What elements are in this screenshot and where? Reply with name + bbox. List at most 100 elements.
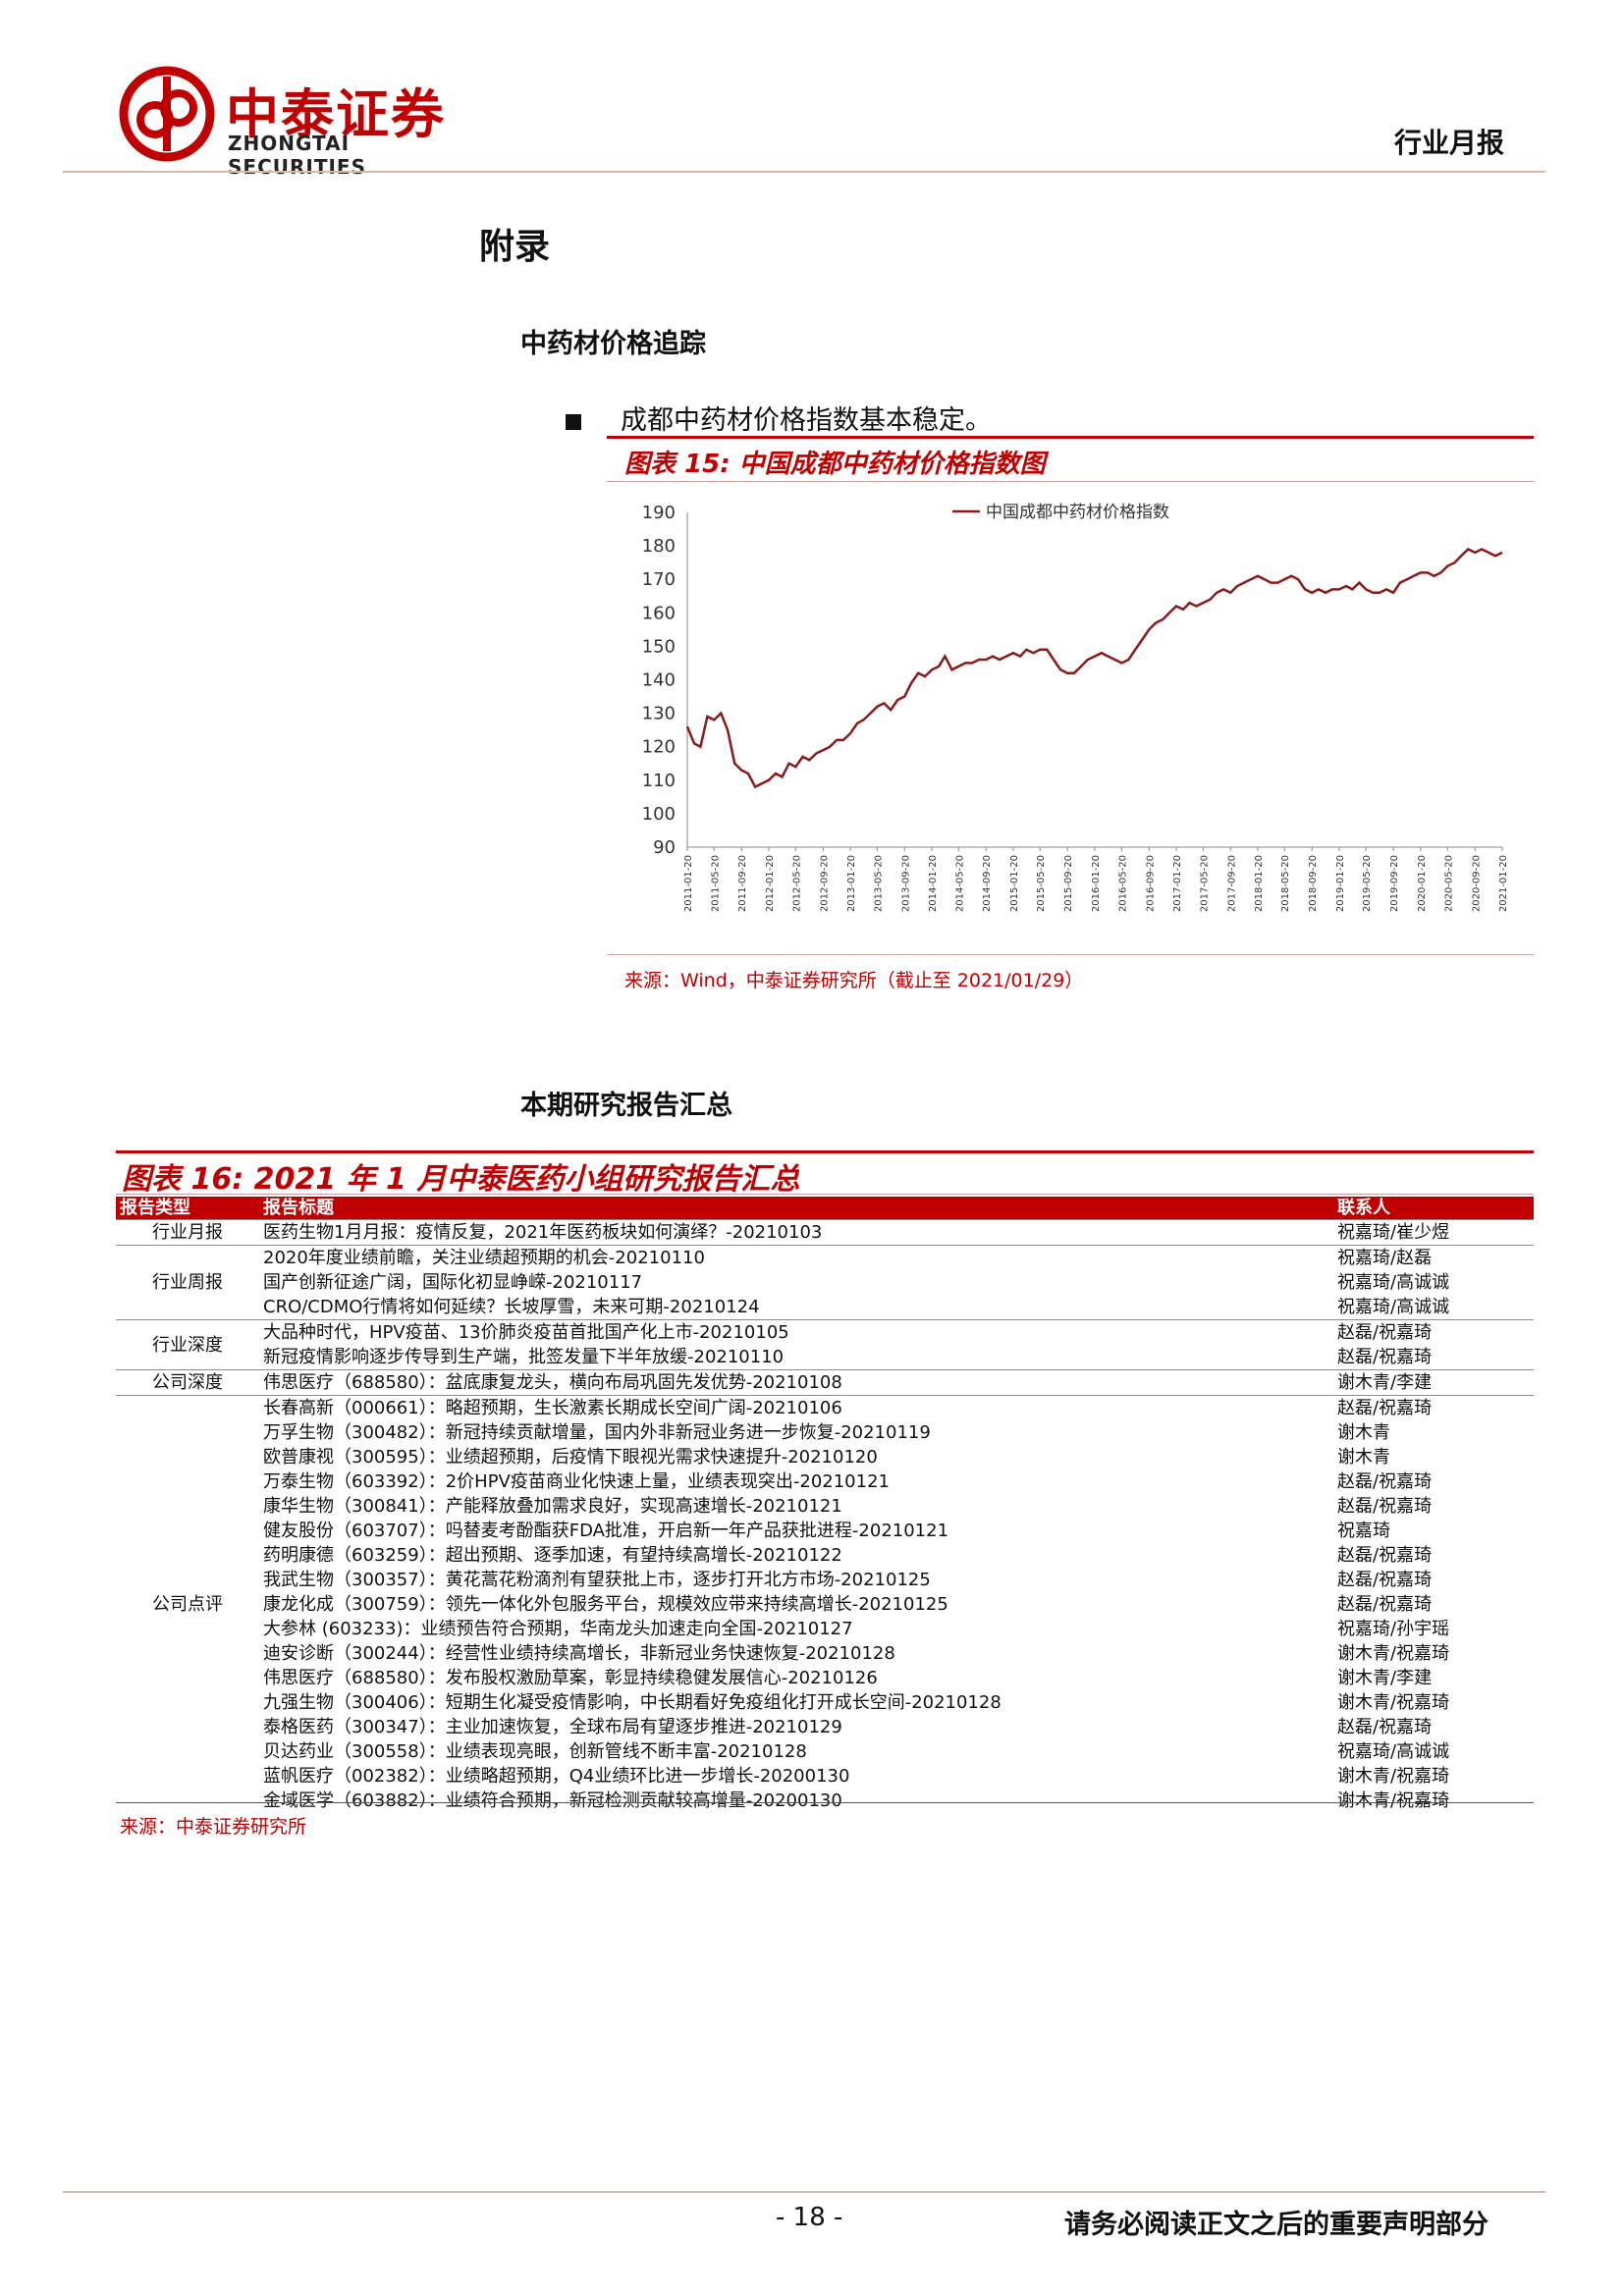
logo-en-text: ZHONGTAI SECURITIES — [228, 132, 366, 179]
report-title-cell: 贝达药业（300558）：业绩表现亮眼，创新管线不断丰富-20210128 — [263, 1741, 807, 1762]
report-title-cell: 国产创新征途广阔，国际化初显峥嵘-20210117 — [263, 1272, 643, 1293]
report-title-cell: 迪安诊断（300244）：经营性业绩持续高增长，非新冠业务快速恢复-202101… — [263, 1643, 895, 1664]
table-row: 万孚生物（300482）：新冠持续贡献增量，国内外非新冠业务进一步恢复-2021… — [116, 1420, 1534, 1445]
report-title-cell: 健友股份（603707）：吗替麦考酚酯获FDA批准，开启新一年产品获批进程-20… — [263, 1521, 949, 1541]
report-title-cell: 长春高新（000661）：略超预期，生长激素长期成长空间广阔-20210106 — [259, 1395, 1333, 1420]
x-tick-label: 2019-05-20 — [1362, 855, 1373, 912]
table-row: 迪安诊断（300244）：经营性业绩持续高增长，非新冠业务快速恢复-202101… — [116, 1641, 1534, 1666]
footer-rule — [63, 2191, 1545, 2193]
table-row: 公司点评 长春高新（000661）：略超预期，生长激素长期成长空间广阔-20210… — [116, 1395, 1534, 1813]
table-row: 伟思医疗（688580）：发布股权激励草案，彰显持续稳健发展信心-2021012… — [116, 1666, 1534, 1690]
x-tick-label: 2011-01-20 — [683, 855, 694, 912]
footer-disclaimer: 请务必阅读正文之后的重要声明部分 — [1064, 2210, 1489, 2240]
report-contact-cell: 谢木青/李建 — [1337, 1668, 1433, 1688]
x-tick-label: 2017-01-20 — [1172, 855, 1183, 912]
x-tick-label: 2020-01-20 — [1417, 855, 1428, 912]
report-contact-cell: 谢木青/祝嘉琦 — [1337, 1692, 1450, 1713]
report-contact-cell: 祝嘉琦/孙宇瑶 — [1337, 1619, 1450, 1639]
logo-mark-icon — [119, 66, 215, 162]
report-type-cell: 行业周报 — [116, 1245, 259, 1320]
figure16-title: 图表 16: 2021 年 1 月中泰医药小组研究报告汇总 — [122, 1162, 800, 1197]
report-type-cell: 行业深度 — [116, 1319, 259, 1370]
y-tick-label: 110 — [642, 771, 676, 791]
report-contact-cell: 赵磊/祝嘉琦 — [1337, 1471, 1433, 1492]
y-tick-label: 120 — [642, 737, 676, 758]
figure16-top-rule — [116, 1150, 1534, 1153]
table-row: 康华生物（300841）：产能释放叠加需求良好，实现高速增长-20210121 赵… — [116, 1494, 1534, 1519]
report-contact-cell: 赵磊/祝嘉琦 — [1337, 1496, 1433, 1517]
logo-cn-text: 中泰证券 — [226, 83, 446, 145]
report-contact-cell: 赵磊/祝嘉琦 — [1333, 1395, 1534, 1420]
report-title-cell: 大品种时代，HPV疫苗、13价肺炎疫苗首批国产化上市-20210105 — [259, 1319, 1333, 1345]
report-title-cell: 药明康德（603259）：超出预期、逐季加速，有望持续高增长-20210122 — [263, 1545, 842, 1566]
report-title-cell: 金域医学（603882）：业绩符合预期，新冠检测贡献较高增量-20200130 — [263, 1790, 842, 1811]
y-tick-label: 190 — [642, 503, 676, 523]
report-title-cell: 新冠疫情影响逐步传导到生产端，批签发量下半年放缓-20210110 — [263, 1347, 785, 1367]
figure15-bottom-rule — [607, 954, 1534, 955]
figure15-title: 图表 15: 中国成都中药材价格指数图 — [624, 450, 1046, 479]
report-contact-cell: 谢木青/祝嘉琦 — [1337, 1766, 1450, 1787]
x-tick-label: 2018-01-20 — [1254, 855, 1265, 912]
table-row: 贝达药业（300558）：业绩表现亮眼，创新管线不断丰富-20210128 祝嘉琦… — [116, 1739, 1534, 1764]
report-title-cell: 泰格医药（300347）：主业加速恢复，全球布局有望逐步推进-20210129 — [263, 1717, 842, 1737]
report-title-cell: 我武生物（300357）：黄花蒿花粉滴剂有望获批上市，逐步打开北方市场-2021… — [263, 1570, 931, 1590]
page-number: - 18 - — [776, 2203, 843, 2232]
table-row: 国产创新征途广阔，国际化初显峥嵘-20210117 祝嘉琦/高诚诚 — [116, 1270, 1534, 1295]
x-tick-label: 2019-01-20 — [1335, 855, 1346, 912]
header-contact: 联系人 — [1333, 1197, 1534, 1220]
figure15-source: 来源：Wind，中泰证券研究所（截止至 2021/01/29） — [624, 970, 1084, 991]
x-tick-label: 2012-09-20 — [819, 855, 830, 912]
report-contact-cell: 赵磊/祝嘉琦 — [1337, 1594, 1433, 1615]
table-header-row: 报告类型 报告标题 联系人 — [116, 1197, 1534, 1220]
table-row: 欧普康视（300595）：业绩超预期，后疫情下眼视光需求快速提升-2021012… — [116, 1445, 1534, 1469]
figure15-title-rule — [607, 481, 1534, 482]
table-row: 金域医学（603882）：业绩符合预期，新冠检测贡献较高增量-20200130 谢… — [116, 1789, 1534, 1813]
report-contact-cell: 赵磊/祝嘉琦 — [1337, 1347, 1433, 1367]
report-title-cell: 欧普康视（300595）：业绩超预期，后疫情下眼视光需求快速提升-2021012… — [263, 1447, 878, 1468]
x-tick-label: 2012-05-20 — [791, 855, 802, 912]
report-title-cell: 蓝帆医疗（002382）：业绩略超预期，Q4业绩环比进一步增长-20200130 — [263, 1766, 850, 1787]
square-bullet-icon — [566, 413, 581, 430]
company-logo: 中泰证券 ZHONGTAI SECURITIES — [118, 65, 491, 179]
x-tick-label: 2020-09-20 — [1471, 855, 1482, 912]
report-contact-cell: 谢木青/祝嘉琦 — [1337, 1643, 1450, 1664]
appendix-title: 附录 — [479, 227, 551, 267]
table-row: 行业周报 2020年度业绩前瞻，关注业绩超预期的机会-20210110 祝嘉琦/赵磊 — [116, 1245, 1534, 1320]
report-type-cell: 行业月报 — [116, 1219, 259, 1246]
table-row: 蓝帆医疗（002382）：业绩略超预期，Q4业绩环比进一步增长-20200130… — [116, 1764, 1534, 1789]
report-summary-table: 报告类型 报告标题 联系人 行业月报 医药生物1月月报：疫情反复，2021年医药板… — [116, 1197, 1534, 1813]
table-row: CRO/CDMO行情将如何延续？长坡厚雪，未来可期-20210124 祝嘉琦/高诚… — [116, 1295, 1534, 1320]
table-row: 大参林 (603233)：业绩预告符合预期，华南龙头加速走向全国-2021012… — [116, 1617, 1534, 1641]
section-title-herb-price: 中药材价格追踪 — [520, 329, 706, 359]
report-contact-cell: 祝嘉琦/高诚诚 — [1337, 1272, 1450, 1293]
header-type: 报告类型 — [116, 1197, 259, 1220]
table-row: 万泰生物（603392）：2价HPV疫苗商业化快速上量，业绩表现突出-20210… — [116, 1469, 1534, 1494]
report-type-cell: 公司点评 — [116, 1395, 259, 1813]
y-tick-label: 180 — [642, 536, 676, 557]
table-row: 康龙化成（300759）：领先一体化外包服务平台，规模效应带来持续高增长-202… — [116, 1592, 1534, 1617]
report-contact-cell: 祝嘉琦/高诚诚 — [1337, 1297, 1450, 1317]
x-tick-label: 2020-05-20 — [1443, 855, 1454, 912]
report-type-cell: 公司深度 — [116, 1369, 259, 1396]
price-index-chart: 90 100 110 120 130 140 150 160 170 180 190 2011-01… — [642, 503, 1509, 912]
x-tick-label: 2015-01-20 — [1009, 855, 1020, 912]
section-title-report-summary: 本期研究报告汇总 — [520, 1091, 732, 1121]
x-tick-label: 2015-09-20 — [1063, 855, 1074, 912]
x-tick-label: 2012-01-20 — [765, 855, 776, 912]
x-tick-label: 2013-01-20 — [846, 855, 857, 912]
x-tick-label: 2014-01-20 — [928, 855, 939, 912]
figure16-source: 来源：中泰证券研究所 — [120, 1816, 307, 1838]
x-tick-label: 2013-09-20 — [900, 855, 911, 912]
y-tick-label: 160 — [642, 603, 676, 623]
table-row: 健友股份（603707）：吗替麦考酚酯获FDA批准，开启新一年产品获批进程-20… — [116, 1519, 1534, 1543]
table-row: 泰格医药（300347）：主业加速恢复，全球布局有望逐步推进-20210129 赵… — [116, 1715, 1534, 1739]
figure16-bottom-rule — [116, 1802, 1534, 1803]
y-tick-label: 100 — [642, 804, 676, 825]
table-row: 药明康德（603259）：超出预期、逐季加速，有望持续高增长-20210122 赵… — [116, 1543, 1534, 1568]
x-tick-label: 2019-09-20 — [1389, 855, 1400, 912]
y-tick-label: 130 — [642, 704, 676, 724]
x-tick-label: 2014-05-20 — [954, 855, 965, 912]
x-tick-label: 2021-01-20 — [1498, 855, 1509, 912]
legend-label: 中国成都中药材价格指数 — [986, 503, 1169, 522]
x-tick-label: 2011-05-20 — [710, 855, 721, 912]
